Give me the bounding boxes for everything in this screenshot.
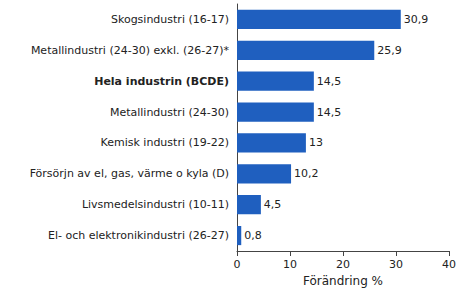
svg-text:4,5: 4,5	[264, 198, 282, 211]
svg-text:40: 40	[442, 258, 456, 271]
svg-text:14,5: 14,5	[317, 106, 342, 119]
svg-text:Hela industrin (BCDE): Hela industrin (BCDE)	[94, 75, 229, 88]
svg-text:30: 30	[389, 258, 403, 271]
svg-text:Försörjn av el, gas, värme o k: Försörjn av el, gas, värme o kyla (D)	[30, 167, 229, 180]
svg-text:Metallindustri (24-30) exkl. (: Metallindustri (24-30) exkl. (26-27)*	[31, 44, 230, 57]
svg-text:20: 20	[336, 258, 350, 271]
svg-text:25,9: 25,9	[377, 44, 402, 57]
svg-text:El- och elektronikindustri (26: El- och elektronikindustri (26-27)	[48, 229, 229, 242]
svg-text:Metallindustri (24-30): Metallindustri (24-30)	[110, 106, 229, 119]
svg-text:Livsmedelsindustri (10-11): Livsmedelsindustri (10-11)	[82, 198, 229, 211]
svg-text:Förändring %: Förändring %	[303, 274, 383, 288]
svg-text:0,8: 0,8	[244, 229, 261, 242]
svg-text:10,2: 10,2	[294, 167, 319, 180]
svg-text:0: 0	[234, 258, 241, 271]
svg-text:Kemisk industri (19-22): Kemisk industri (19-22)	[101, 136, 229, 149]
svg-text:10: 10	[283, 258, 297, 271]
svg-text:13: 13	[309, 136, 323, 149]
svg-text:14,5: 14,5	[317, 75, 342, 88]
svg-text:30,9: 30,9	[404, 13, 429, 26]
svg-text:Skogsindustri (16-17): Skogsindustri (16-17)	[111, 13, 229, 26]
